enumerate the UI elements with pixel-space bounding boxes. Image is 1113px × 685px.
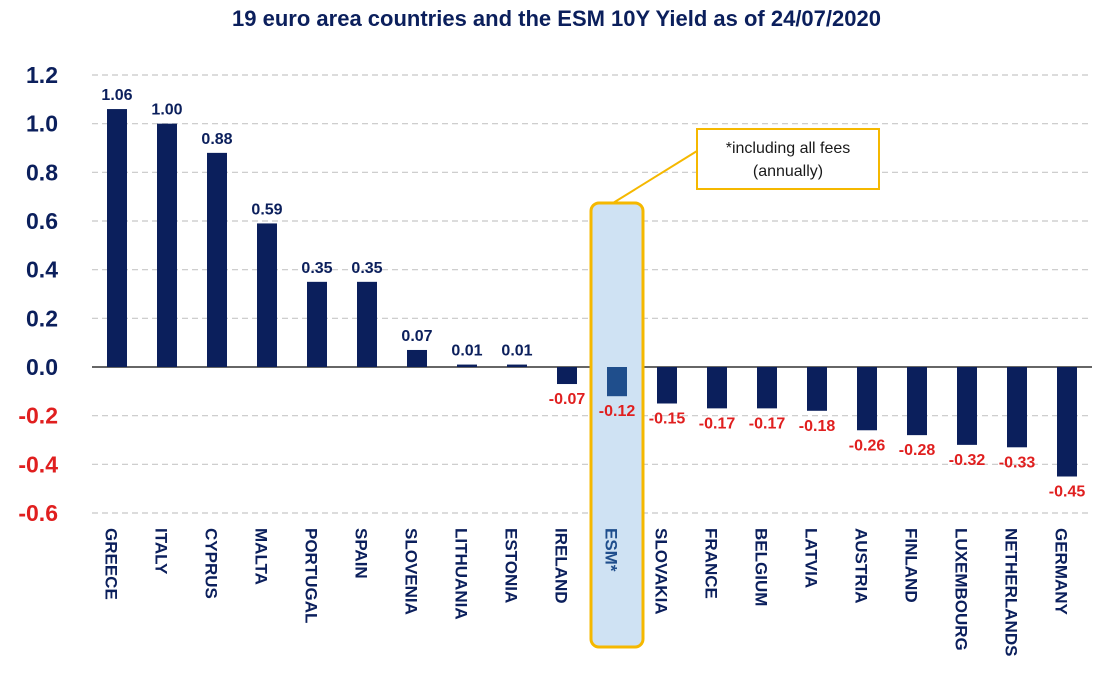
callout-box [696,128,880,190]
bar-esm [607,367,627,397]
data-label: -0.17 [749,415,786,432]
x-tick-label: CYPRUS [202,528,221,599]
data-label: 0.88 [201,131,232,148]
x-tick-label: PORTUGAL [302,528,321,623]
data-label: 0.01 [501,343,532,360]
bar-lithuania [457,364,477,367]
y-tick-label: 0.2 [26,305,58,331]
y-tick-label: -0.6 [18,500,58,526]
data-label: 0.07 [401,328,432,345]
data-label: 0.35 [301,260,332,277]
callout-connector [612,150,698,204]
bar-finland [907,367,927,436]
data-label: -0.12 [599,403,636,420]
y-tick-label: 0.8 [26,159,58,185]
data-label: -0.07 [549,391,586,408]
bar-germany [1057,367,1077,477]
bar-netherlands [1007,367,1027,448]
data-label: -0.26 [849,437,886,454]
bar-belgium [757,367,777,409]
x-tick-label: ESM* [602,528,621,572]
bar-malta [257,223,277,367]
x-axis-ticks: GREECE ITALY CYPRUS MALTA PORTUGAL SPAIN SLOVE… [102,528,1071,656]
bar-latvia [807,367,827,411]
y-tick-label: 0.0 [26,354,58,380]
x-tick-label: IRELAND [552,528,571,604]
x-tick-label: LUXEMBOURG [952,528,971,651]
bar-cyprus [207,152,227,367]
x-tick-label: NETHERLANDS [1002,528,1021,656]
data-label: -0.15 [649,411,686,428]
y-axis-ticks: 1.2 1.0 0.8 0.6 0.4 0.2 0.0 -0.2 -0.4 -0.6 [18,62,58,526]
data-label: -0.17 [699,415,736,432]
bar-ireland [557,367,577,385]
x-tick-label: BELGIUM [752,528,771,606]
annotation-callout: *including all fees (annually) [612,128,880,204]
data-label: 0.35 [351,260,382,277]
data-label: -0.45 [1049,484,1086,501]
y-tick-label: 0.6 [26,208,58,234]
x-tick-label: LITHUANIA [452,528,471,620]
bar-austria [857,367,877,431]
x-tick-label: FINLAND [902,528,921,603]
bar-portugal [307,281,327,367]
x-tick-label: GREECE [102,528,121,600]
callout-text-line-2: (annually) [753,163,823,180]
x-tick-label: GERMANY [1052,528,1071,616]
data-label: 1.06 [101,87,132,104]
x-tick-label: SLOVENIA [402,528,421,615]
callout-text-line-1: *including all fees [726,140,851,157]
data-label: -0.18 [799,418,836,435]
y-tick-label: 1.2 [26,62,58,88]
bar-france [707,367,727,409]
y-tick-label: -0.4 [18,451,58,477]
esm-highlight-group [589,201,645,649]
data-label: -0.33 [999,454,1036,471]
x-tick-label: SLOVAKIA [652,528,671,615]
bar-slovenia [407,349,427,367]
x-tick-label: LATVIA [802,528,821,588]
x-tick-label: SPAIN [352,528,371,579]
y-tick-label: 0.4 [26,257,58,283]
data-label: -0.28 [899,442,936,459]
bar-estonia [507,364,527,367]
y-tick-label: -0.2 [18,403,58,429]
bar-luxembourg [957,367,977,445]
x-tick-label: MALTA [252,528,271,585]
data-label: -0.32 [949,452,986,469]
x-tick-label: AUSTRIA [852,528,871,604]
data-label: 1.00 [151,102,182,119]
data-label: 0.59 [251,201,282,218]
bars [107,109,1077,477]
esm-highlight-box [589,201,645,649]
chart-title: 19 euro area countries and the ESM 10Y Y… [232,6,881,31]
bar-slovakia [657,367,677,404]
data-label: 0.01 [451,343,482,360]
y-tick-label: 1.0 [26,111,58,137]
bar-italy [157,123,177,368]
x-tick-label: ITALY [152,528,171,575]
data-labels: 1.06 1.00 0.88 0.59 0.35 0.35 0.07 0.01 0.01 -0.0… [101,87,1085,500]
bar-greece [107,109,127,368]
bar-spain [357,281,377,367]
x-tick-label: ESTONIA [502,528,521,603]
x-tick-label: FRANCE [702,528,721,599]
